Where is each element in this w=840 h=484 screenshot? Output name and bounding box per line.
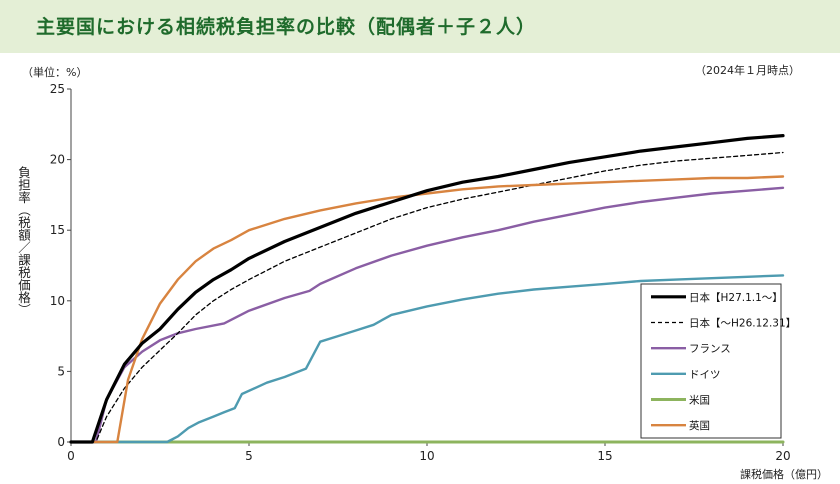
series-line-1 [70,151,784,443]
legend-box [640,283,782,439]
legend-label: フランス [689,343,731,355]
legend-label: 米国 [689,394,710,407]
legend-label: 英国 [689,419,710,432]
series-line-0 [69,134,785,444]
y-tick-label: 20 [50,153,65,167]
y-tick-label: 25 [50,82,65,96]
title-banner: 主要国における相続税負担率の比較（配偶者＋子２人） [0,0,840,53]
x-tick-label: 5 [245,449,253,463]
series-line-5 [69,175,785,444]
as-of-label: （2024年１月時点） [695,64,800,77]
legend-label: 日本【H27.1.1～】 [689,291,783,304]
legend-label: ドイツ [689,369,721,381]
series-line-2 [69,186,785,444]
x-tick-label: 15 [597,449,612,463]
x-axis-label: 課税価格（億円） [740,468,828,481]
x-tick-label: 20 [775,449,790,463]
y-tick-label: 0 [57,435,65,449]
y-tick-label: 5 [57,364,65,378]
chart-title: 主要国における相続税負担率の比較（配偶者＋子２人） [36,16,537,38]
unit-label: （単位：%） [22,66,88,79]
y-tick-label: 10 [50,294,65,308]
series-layer [69,134,785,444]
x-tick-label: 0 [67,449,75,463]
x-tick-label: 10 [419,449,434,463]
y-tick-label: 15 [50,223,65,237]
y-axis-label: 負担率（税額／課税価格） [16,166,31,316]
legend-label: 日本【～H26.12.31】 [689,317,796,330]
series-line-3 [69,274,785,444]
